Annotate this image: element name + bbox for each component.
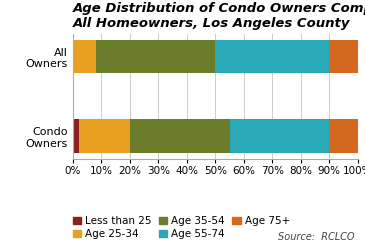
Text: Source:  RCLCO: Source: RCLCO bbox=[277, 232, 354, 242]
Bar bbox=[230, 120, 329, 153]
Bar bbox=[96, 40, 215, 73]
Bar bbox=[73, 40, 96, 73]
Bar bbox=[73, 120, 79, 153]
Legend: Less than 25, Age 25-34, Age 35-54, Age 55-74, Age 75+: Less than 25, Age 25-34, Age 35-54, Age … bbox=[73, 216, 290, 239]
Bar bbox=[329, 120, 358, 153]
Bar bbox=[130, 120, 230, 153]
Bar bbox=[329, 40, 358, 73]
Text: Age Distribution of Condo Owners Compared to
All Homeowners, Los Angeles County: Age Distribution of Condo Owners Compare… bbox=[73, 2, 365, 30]
Bar bbox=[79, 120, 130, 153]
Bar bbox=[215, 40, 329, 73]
